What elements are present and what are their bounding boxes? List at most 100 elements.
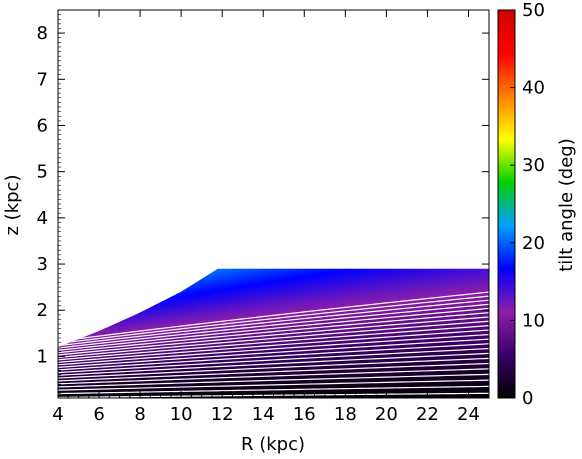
heatmap-cell: [406, 295, 413, 299]
heatmap-cell: [114, 344, 121, 348]
heatmap-cell: [237, 292, 244, 297]
heatmap-cell: [432, 282, 439, 286]
heatmap-cell: [217, 336, 223, 340]
heatmap-cell: [160, 379, 167, 383]
heatmap-cell: [370, 301, 377, 305]
heatmap-cell: [299, 271, 305, 275]
heatmap-cell: [68, 371, 74, 375]
heatmap-cell: [83, 309, 90, 313]
heatmap-cell: [99, 274, 105, 278]
heatmap-cell: [278, 292, 285, 297]
heatmap-cell: [150, 362, 157, 367]
heatmap-cell: [232, 271, 239, 275]
heatmap-cell: [335, 368, 341, 372]
heatmap-cell: [417, 271, 423, 275]
heatmap-cell: [309, 395, 316, 398]
heatmap-cell: [237, 284, 244, 289]
heatmap-cell: [129, 392, 136, 396]
heatmap-cell: [283, 268, 290, 272]
heatmap-cell: [222, 349, 228, 353]
heatmap-cell: [309, 384, 316, 388]
heatmap-cell: [252, 311, 259, 316]
heatmap-cell: [73, 360, 80, 364]
heatmap-cell: [201, 271, 208, 275]
heatmap-cell: [150, 268, 157, 272]
heatmap-cell: [473, 279, 480, 283]
heatmap-cell: [417, 274, 423, 278]
heatmap-cell: [211, 379, 218, 383]
heatmap-cell: [447, 292, 454, 297]
heatmap-cell: [140, 384, 146, 388]
heatmap-cell: [442, 295, 449, 299]
heatmap-cell: [483, 392, 489, 396]
heatmap-cell: [211, 284, 218, 289]
heatmap-cell: [355, 317, 362, 321]
heatmap-cell: [360, 352, 367, 356]
heatmap-cell: [165, 271, 172, 275]
heatmap-cell: [453, 282, 459, 286]
heatmap-cell: [350, 338, 357, 343]
heatmap-cell: [119, 325, 126, 329]
heatmap-cell: [386, 354, 393, 359]
heatmap-cell: [432, 352, 439, 356]
heatmap-cell: [88, 336, 95, 340]
heatmap-cell: [340, 341, 346, 345]
heatmap-cell: [222, 362, 228, 367]
colorbar-tick-label: 40: [522, 78, 545, 99]
heatmap-cell: [468, 295, 475, 299]
heatmap-cell: [140, 311, 146, 316]
heatmap-cell: [73, 322, 80, 326]
heatmap-cell: [473, 309, 480, 313]
heatmap-cell: [258, 368, 264, 372]
heatmap-cell: [186, 376, 192, 380]
heatmap-cell: [155, 325, 162, 329]
heatmap-cell: [432, 322, 439, 326]
heatmap-cell: [145, 268, 151, 272]
heatmap-cell: [217, 352, 223, 356]
contour-line: [58, 352, 489, 376]
heatmap-cell: [134, 292, 141, 297]
heatmap-cell: [237, 341, 244, 345]
heatmap-cell: [473, 284, 480, 289]
heatmap-cell: [114, 381, 121, 386]
heatmap-cell: [463, 274, 470, 278]
heatmap-cell: [376, 368, 382, 372]
heatmap-cell: [422, 349, 429, 353]
heatmap-cell: [129, 301, 136, 305]
heatmap-cell: [386, 325, 393, 329]
heatmap-cell: [447, 352, 454, 356]
heatmap-cell: [227, 306, 234, 310]
heatmap-cell: [381, 290, 387, 294]
heatmap-cell: [191, 309, 198, 313]
heatmap-cell: [186, 327, 192, 332]
x-tick-label: 20: [375, 404, 398, 425]
heatmap-cell: [119, 319, 126, 324]
heatmap-cell: [432, 389, 439, 394]
heatmap-cell: [360, 301, 367, 305]
heatmap-cell: [222, 389, 228, 394]
heatmap-cell: [365, 338, 372, 343]
heatmap-cell: [417, 365, 423, 369]
heatmap-cell: [473, 314, 480, 318]
heatmap-cell: [186, 292, 192, 297]
heatmap-cell: [458, 381, 464, 386]
heatmap-cell: [458, 295, 464, 299]
heatmap-cell: [93, 268, 100, 272]
heatmap-cell: [93, 282, 100, 286]
heatmap-cell: [211, 309, 218, 313]
heatmap-cell: [114, 317, 121, 321]
heatmap-cell: [483, 295, 489, 299]
heatmap-cell: [237, 309, 244, 313]
heatmap-cell: [263, 268, 269, 272]
heatmap-cell: [396, 274, 403, 278]
heatmap-cell: [350, 279, 357, 283]
heatmap-cell: [376, 395, 382, 398]
heatmap-cell: [104, 314, 110, 318]
heatmap-cell: [391, 384, 398, 388]
heatmap-cell: [288, 287, 295, 291]
heatmap-cell: [422, 287, 429, 291]
heatmap-cell: [78, 292, 85, 297]
heatmap-cell: [155, 271, 162, 275]
heatmap-cell: [391, 271, 398, 275]
heatmap-cell: [155, 354, 162, 359]
